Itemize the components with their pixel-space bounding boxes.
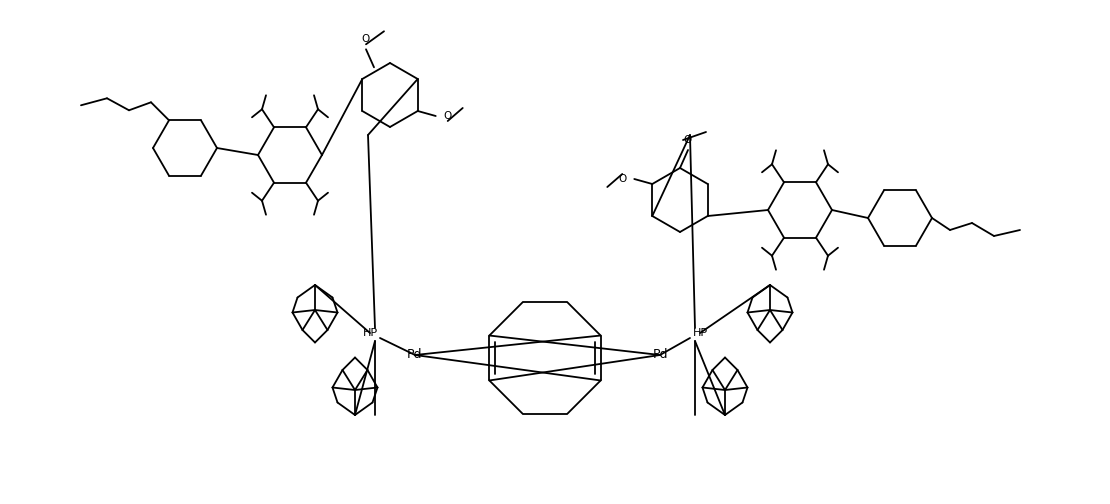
Text: O: O: [362, 34, 370, 44]
Text: O: O: [684, 135, 693, 145]
Text: O: O: [444, 111, 452, 121]
Text: O: O: [618, 174, 626, 184]
Text: Pd: Pd: [653, 348, 668, 361]
Text: HP: HP: [363, 328, 377, 338]
Text: HP: HP: [693, 328, 707, 338]
Text: Pd: Pd: [407, 348, 423, 361]
